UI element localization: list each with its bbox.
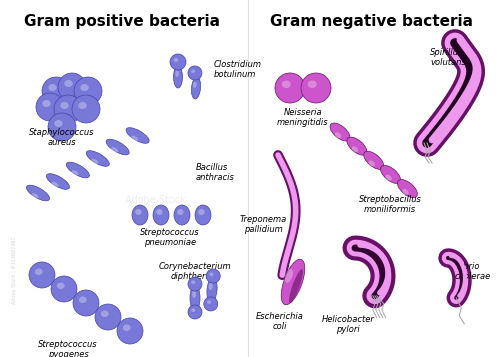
Ellipse shape — [402, 189, 408, 195]
Ellipse shape — [191, 70, 196, 73]
Ellipse shape — [174, 58, 178, 62]
Ellipse shape — [42, 100, 50, 107]
Ellipse shape — [191, 281, 196, 284]
Ellipse shape — [188, 305, 202, 319]
Ellipse shape — [57, 282, 64, 289]
Ellipse shape — [86, 151, 110, 166]
Ellipse shape — [29, 262, 55, 288]
Ellipse shape — [92, 159, 98, 164]
Ellipse shape — [188, 277, 202, 291]
Ellipse shape — [195, 205, 211, 225]
Ellipse shape — [54, 95, 82, 123]
Ellipse shape — [132, 205, 148, 225]
Ellipse shape — [289, 269, 303, 303]
Ellipse shape — [398, 180, 417, 197]
Ellipse shape — [380, 165, 400, 183]
Text: Streptobacillus
moniliformis: Streptobacillus moniliformis — [358, 195, 422, 215]
Text: Adobe Stock: Adobe Stock — [360, 195, 420, 205]
Text: Bacillus
anthracis: Bacillus anthracis — [196, 163, 235, 182]
Ellipse shape — [66, 162, 90, 178]
Ellipse shape — [73, 290, 99, 316]
Text: Treponema
pallidium: Treponema pallidium — [240, 215, 286, 235]
Ellipse shape — [177, 209, 184, 215]
Ellipse shape — [308, 80, 317, 88]
Ellipse shape — [60, 102, 68, 109]
Ellipse shape — [48, 84, 56, 91]
Ellipse shape — [282, 80, 291, 88]
Ellipse shape — [51, 276, 77, 302]
Ellipse shape — [112, 147, 118, 152]
Text: Staphylococcus
aureus: Staphylococcus aureus — [29, 128, 95, 147]
Ellipse shape — [176, 70, 179, 77]
Ellipse shape — [72, 170, 78, 175]
Ellipse shape — [79, 297, 86, 303]
Ellipse shape — [54, 120, 62, 127]
Ellipse shape — [52, 182, 59, 187]
Ellipse shape — [26, 185, 50, 201]
Text: Neisseria
meningitidis: Neisseria meningitidis — [277, 108, 329, 127]
Text: Gram positive bacteria: Gram positive bacteria — [24, 14, 220, 29]
Ellipse shape — [281, 259, 305, 305]
Ellipse shape — [153, 205, 169, 225]
Ellipse shape — [32, 193, 38, 198]
Ellipse shape — [48, 113, 76, 141]
Ellipse shape — [191, 308, 196, 312]
Ellipse shape — [368, 161, 375, 166]
Ellipse shape — [352, 146, 358, 152]
Ellipse shape — [95, 304, 121, 330]
Text: Gram negative bacteria: Gram negative bacteria — [270, 14, 474, 29]
Ellipse shape — [58, 73, 86, 101]
Text: Helicobacter
pylori: Helicobacter pylori — [322, 315, 374, 335]
Ellipse shape — [208, 282, 212, 290]
Ellipse shape — [335, 132, 341, 138]
Ellipse shape — [78, 102, 86, 109]
Ellipse shape — [347, 137, 367, 155]
Ellipse shape — [198, 209, 204, 215]
Ellipse shape — [275, 73, 305, 103]
Text: Vibrio
cholerae: Vibrio cholerae — [455, 262, 491, 281]
Ellipse shape — [106, 139, 129, 155]
Text: Streptococcus
pyogenes: Streptococcus pyogenes — [38, 340, 98, 357]
Ellipse shape — [192, 77, 200, 99]
Ellipse shape — [46, 174, 70, 189]
Text: Adobe Stock: Adobe Stock — [124, 195, 186, 205]
Ellipse shape — [117, 318, 143, 344]
Ellipse shape — [386, 175, 392, 181]
Ellipse shape — [190, 285, 200, 311]
Ellipse shape — [207, 301, 211, 304]
Ellipse shape — [156, 209, 162, 215]
Ellipse shape — [74, 77, 102, 105]
Ellipse shape — [364, 151, 384, 169]
Ellipse shape — [80, 84, 88, 91]
Ellipse shape — [64, 80, 72, 87]
Ellipse shape — [123, 325, 130, 331]
Text: Adobe Stock | #323687481: Adobe Stock | #323687481 — [11, 236, 17, 304]
Text: Corynebacterium
diphtheriae: Corynebacterium diphtheriae — [158, 262, 232, 281]
Text: Clostridium
botulinum: Clostridium botulinum — [214, 60, 262, 79]
Ellipse shape — [35, 268, 42, 275]
Ellipse shape — [131, 136, 138, 141]
Ellipse shape — [126, 128, 149, 143]
Ellipse shape — [174, 205, 190, 225]
Ellipse shape — [206, 269, 220, 283]
Ellipse shape — [193, 81, 196, 88]
Ellipse shape — [36, 93, 64, 121]
Text: Streptococcus
pneumoniae: Streptococcus pneumoniae — [140, 228, 200, 247]
Ellipse shape — [101, 311, 108, 317]
Ellipse shape — [204, 297, 218, 311]
Ellipse shape — [330, 123, 350, 141]
Ellipse shape — [210, 272, 214, 276]
Ellipse shape — [174, 66, 182, 88]
Text: Spirillum
volutans: Spirillum volutans — [430, 48, 467, 67]
Ellipse shape — [170, 54, 186, 70]
Ellipse shape — [284, 269, 293, 283]
Text: Escherichia
coli: Escherichia coli — [256, 312, 304, 331]
Ellipse shape — [188, 66, 202, 80]
Ellipse shape — [42, 77, 70, 105]
Ellipse shape — [207, 277, 217, 303]
Ellipse shape — [301, 73, 331, 103]
Ellipse shape — [135, 209, 141, 215]
Ellipse shape — [72, 95, 100, 123]
Ellipse shape — [192, 290, 196, 298]
